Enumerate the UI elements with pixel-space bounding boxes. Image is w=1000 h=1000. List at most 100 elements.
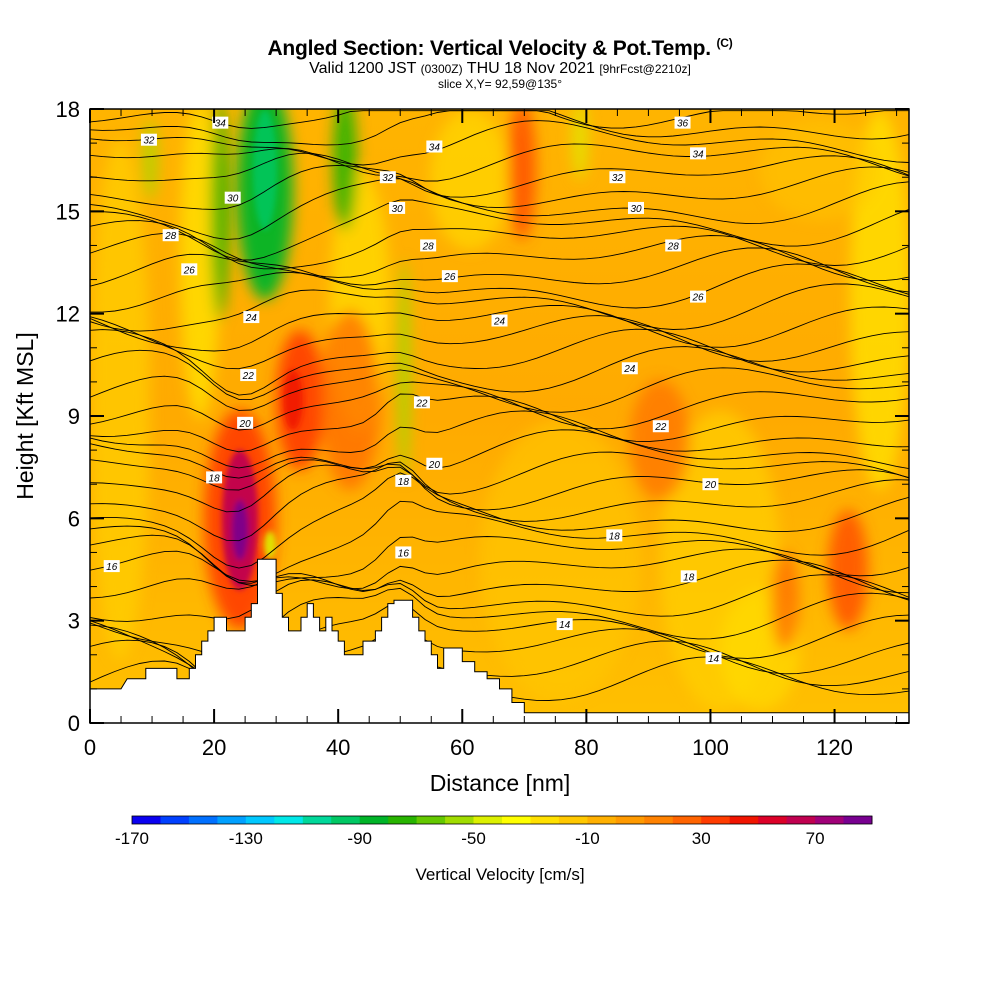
- colorbar-swatch: [274, 816, 304, 824]
- contour-label-bg: [413, 396, 430, 409]
- isentrope-line: [90, 143, 909, 182]
- isentrope-line: [90, 328, 909, 396]
- colorbar-swatch: [587, 816, 617, 824]
- contour-label-bg: [140, 133, 157, 146]
- isentrope-line: [90, 500, 909, 584]
- isentrope-line: [90, 461, 909, 542]
- contour-label-text: 32: [382, 173, 394, 184]
- colorbar-swatch: [615, 816, 645, 824]
- x-tick-label: 60: [450, 735, 474, 760]
- contour-label-text: 30: [630, 204, 642, 215]
- contour-label-bg: [206, 471, 223, 484]
- contour-label: 28: [162, 229, 179, 242]
- terrain: [90, 558, 909, 723]
- x-tick-label: 80: [574, 735, 598, 760]
- colorbar-swatch: [132, 816, 161, 824]
- y-tick-label: 15: [56, 199, 80, 224]
- isentrope-line: [90, 283, 909, 332]
- colorbar-swatch: [188, 816, 218, 824]
- colorbar-swatch: [558, 816, 588, 824]
- x-tick-label: 120: [816, 735, 853, 760]
- colorbar-swatch: [359, 816, 389, 824]
- contour-label: 18: [395, 474, 412, 488]
- colorbar-tick-label: -50: [461, 829, 486, 848]
- x-tick-label: 40: [326, 735, 350, 760]
- contour-label-text: 20: [428, 460, 441, 471]
- colorbar: -170 -130 -90 -50 -10 30 70: [115, 815, 873, 848]
- contour-label: 20: [237, 416, 254, 430]
- isentrope-line: [90, 429, 909, 479]
- colorbar-tick-label: -10: [575, 829, 600, 848]
- contour-label-bg: [426, 140, 443, 153]
- contour-label-bg: [181, 263, 198, 276]
- contour-label-text: 30: [392, 204, 404, 215]
- contour-label-bg: [606, 529, 623, 542]
- colorbar-label: Vertical Velocity [cm/s]: [415, 865, 584, 884]
- contour-label-bg: [665, 239, 682, 252]
- contour-label-bg: [237, 416, 254, 429]
- contour-label-bg: [224, 191, 241, 204]
- x-tick-label: 0: [84, 735, 96, 760]
- isentrope-line: [90, 451, 909, 495]
- contour-label-text: 36: [677, 119, 689, 130]
- contour-label-bg: [491, 314, 508, 327]
- colorbar-swatch: [502, 816, 531, 824]
- chart-subtitle: Valid 1200 JST (0300Z) THU 18 Nov 2021 […: [0, 60, 1000, 78]
- colorbar-tick-label: -170: [115, 829, 149, 848]
- y-tick-label: 9: [68, 404, 80, 429]
- contour-label-bg: [103, 560, 120, 573]
- colorbar-tick-label: 70: [806, 829, 825, 848]
- isentrope-line: [90, 164, 909, 210]
- contour-label: 20: [702, 478, 719, 491]
- contour-label: 18: [606, 529, 623, 542]
- y-tick-label: 18: [56, 97, 80, 122]
- colorbar-swatch: [331, 816, 361, 824]
- contour-label-text: 26: [183, 265, 196, 276]
- contour-label-text: 34: [429, 143, 441, 154]
- contour-label-bg: [389, 201, 406, 214]
- contour-label: 16: [103, 560, 120, 573]
- contour-label-text: 14: [708, 654, 720, 665]
- x-tick-label: 100: [692, 735, 729, 760]
- contour-label: 18: [680, 570, 697, 583]
- contour-label: 14: [556, 618, 573, 631]
- contour-label-text: 18: [683, 572, 695, 583]
- isentrope-line: [90, 534, 909, 586]
- contour-label: 32: [609, 171, 626, 184]
- contour-label-bg: [379, 171, 396, 184]
- colorbar-swatch: [416, 816, 446, 824]
- contour-label: 26: [181, 263, 198, 276]
- contour-label-bg: [609, 171, 626, 184]
- contour-label-bg: [441, 270, 458, 283]
- contour-label-text: 28: [164, 231, 177, 242]
- contour-label-bg: [395, 474, 412, 487]
- contour-label: 22: [413, 396, 430, 409]
- contour-label: 24: [243, 311, 260, 324]
- colorbar-swatch: [786, 816, 816, 824]
- contour-label-bg: [162, 229, 179, 242]
- contour-label: 34: [426, 140, 443, 154]
- title-unit: (C): [716, 36, 733, 50]
- valid-zulu: (0300Z): [420, 62, 463, 76]
- contour-label: 28: [420, 239, 437, 252]
- contour-label: 30: [224, 191, 241, 205]
- isentrope-line: [90, 472, 909, 569]
- contour-label-text: 18: [609, 531, 621, 542]
- colorbar-swatch: [729, 816, 759, 824]
- contour-label-bg: [690, 290, 707, 303]
- contour-label-text: 24: [245, 313, 258, 324]
- contour-label-text: 24: [493, 316, 506, 327]
- contour-label-text: 18: [209, 473, 221, 484]
- contour-label-bg: [705, 652, 722, 665]
- contour-label-bg: [702, 478, 719, 491]
- contour-label-text: 32: [143, 136, 155, 147]
- isentrope-line: [90, 232, 909, 282]
- contour-label: 18: [206, 471, 223, 484]
- contour-label: 34: [212, 116, 229, 130]
- chart-title: Angled Section: Vertical Velocity & Pot.…: [0, 36, 1000, 61]
- contour-label-bg: [652, 420, 669, 433]
- colorbar-swatch: [217, 816, 247, 824]
- contour-label-text: 22: [654, 422, 667, 433]
- slice-info: slice X,Y= 92,59@135°: [437, 77, 563, 91]
